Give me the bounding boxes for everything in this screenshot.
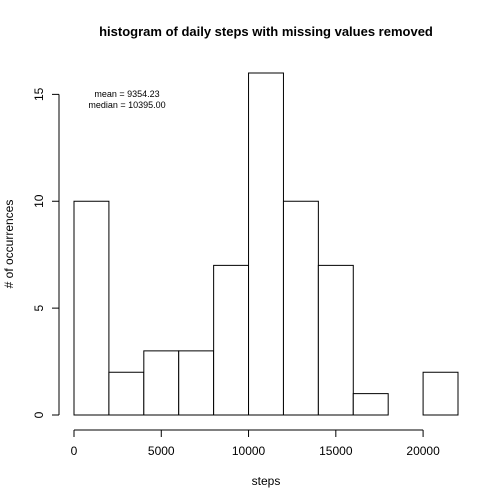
y-tick-label-3: 15: [32, 87, 46, 101]
histogram-bar-8: [353, 394, 388, 415]
histogram-bar-10: [423, 372, 458, 415]
histogram-bar-2: [144, 351, 179, 415]
x-axis: 0 5000 10000 15000 20000: [71, 430, 440, 458]
x-tick-label-3: 15000: [319, 444, 353, 458]
y-tick-label-0: 0: [32, 411, 46, 418]
histogram-bar-4: [214, 265, 249, 415]
x-tick-label-1: 5000: [148, 444, 175, 458]
x-tick-label-0: 0: [71, 444, 78, 458]
histogram-bar-0: [74, 201, 109, 415]
histogram-bar-1: [109, 372, 144, 415]
histogram-bar-7: [318, 265, 353, 415]
x-axis-label: steps: [252, 474, 281, 488]
x-tick-label-2: 10000: [232, 444, 266, 458]
median-annotation: median = 10395.00: [88, 100, 165, 110]
histogram-bar-3: [179, 351, 214, 415]
chart-title: histogram of daily steps with missing va…: [99, 24, 433, 39]
y-tick-label-1: 5: [32, 304, 46, 311]
mean-annotation: mean = 9354.23: [94, 89, 159, 99]
y-axis: 0 5 10 15: [32, 87, 59, 418]
histogram-bar-5: [249, 73, 284, 415]
histogram-bar-6: [283, 201, 318, 415]
histogram-bars: [74, 73, 458, 415]
x-tick-label-4: 20000: [406, 444, 440, 458]
y-tick-label-2: 10: [32, 194, 46, 208]
y-axis-label: # of occurrences: [2, 200, 16, 289]
